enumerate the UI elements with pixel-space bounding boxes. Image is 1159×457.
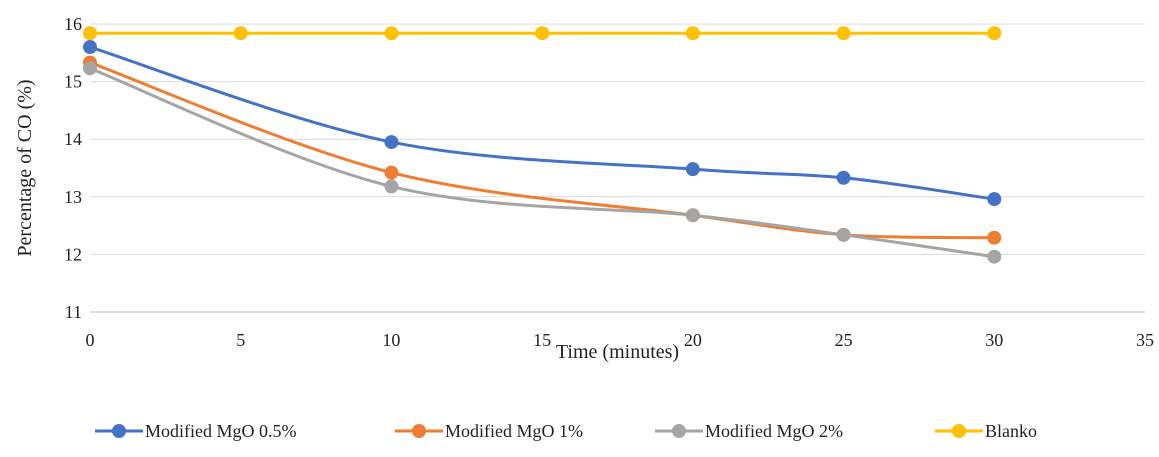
legend-swatch-marker (952, 424, 966, 438)
data-point-modified-mgo-1 (987, 230, 1002, 245)
legend-label: Modified MgO 1% (445, 421, 583, 441)
x-tick-label: 10 (382, 330, 400, 350)
data-point-blanko (535, 26, 550, 41)
legend-item-modified-mgo-1: Modified MgO 1% (395, 421, 583, 441)
y-tick-label: 13 (64, 187, 82, 207)
data-point-modified-mgo-0-5 (685, 162, 700, 177)
data-point-modified-mgo-2 (685, 208, 700, 223)
x-tick-label: 5 (236, 330, 245, 350)
legend-swatch-marker (672, 424, 686, 438)
legend-swatch-marker (112, 424, 126, 438)
data-point-modified-mgo-0-5 (836, 170, 851, 185)
series-group (83, 26, 1002, 264)
series-line-modified-mgo-0-5 (89, 45, 995, 201)
y-axis-title: Percentage of CO (%) (14, 79, 36, 256)
x-tick-label: 35 (1136, 330, 1154, 350)
x-tick-label: 0 (86, 330, 95, 350)
y-tick-label: 14 (64, 129, 82, 149)
data-point-blanko (83, 26, 97, 41)
legend-item-blanko: Blanko (935, 421, 1037, 441)
data-point-modified-mgo-2 (83, 61, 97, 76)
series-line-modified-mgo-1 (89, 61, 995, 240)
y-tick-label: 15 (64, 72, 82, 92)
legend-label: Blanko (985, 421, 1037, 441)
legend-item-modified-mgo-2: Modified MgO 2% (655, 421, 843, 441)
x-tick-labels: 0 5 10 15 20 25 30 35 (86, 330, 1155, 350)
data-point-blanko (384, 26, 399, 41)
data-point-modified-mgo-0-5 (987, 192, 1002, 207)
legend: Modified MgO 0.5% Modified MgO 1% Modified… (95, 421, 1037, 441)
x-tick-label: 25 (835, 330, 853, 350)
data-point-modified-mgo-2 (836, 227, 851, 242)
data-point-modified-mgo-0-5 (384, 135, 399, 150)
x-axis-title: Time (minutes) (556, 341, 679, 363)
legend-item-modified-mgo-0-5: Modified MgO 0.5% (95, 421, 297, 441)
x-tick-label: 30 (985, 330, 1003, 350)
legend-swatch-marker (412, 424, 426, 438)
y-tick-label: 16 (64, 14, 82, 34)
gridlines (90, 23, 1145, 313)
data-point-blanko (685, 26, 700, 41)
legend-label: Modified MgO 0.5% (145, 421, 297, 441)
data-point-blanko (987, 26, 1002, 41)
series-line-modified-mgo-2 (89, 66, 995, 259)
y-tick-label: 11 (65, 302, 82, 322)
data-point-modified-mgo-2 (987, 249, 1002, 264)
data-point-modified-mgo-1 (384, 165, 399, 180)
y-tick-label: 12 (64, 244, 82, 264)
legend-label: Modified MgO 2% (705, 421, 843, 441)
y-tick-labels: 11 12 13 14 15 16 (64, 14, 82, 322)
data-point-modified-mgo-2 (384, 179, 399, 194)
data-point-blanko (836, 26, 851, 41)
data-point-blanko (233, 26, 248, 41)
x-tick-label: 15 (533, 330, 551, 350)
x-tick-label: 20 (684, 330, 702, 350)
data-point-modified-mgo-0-5 (83, 40, 97, 55)
